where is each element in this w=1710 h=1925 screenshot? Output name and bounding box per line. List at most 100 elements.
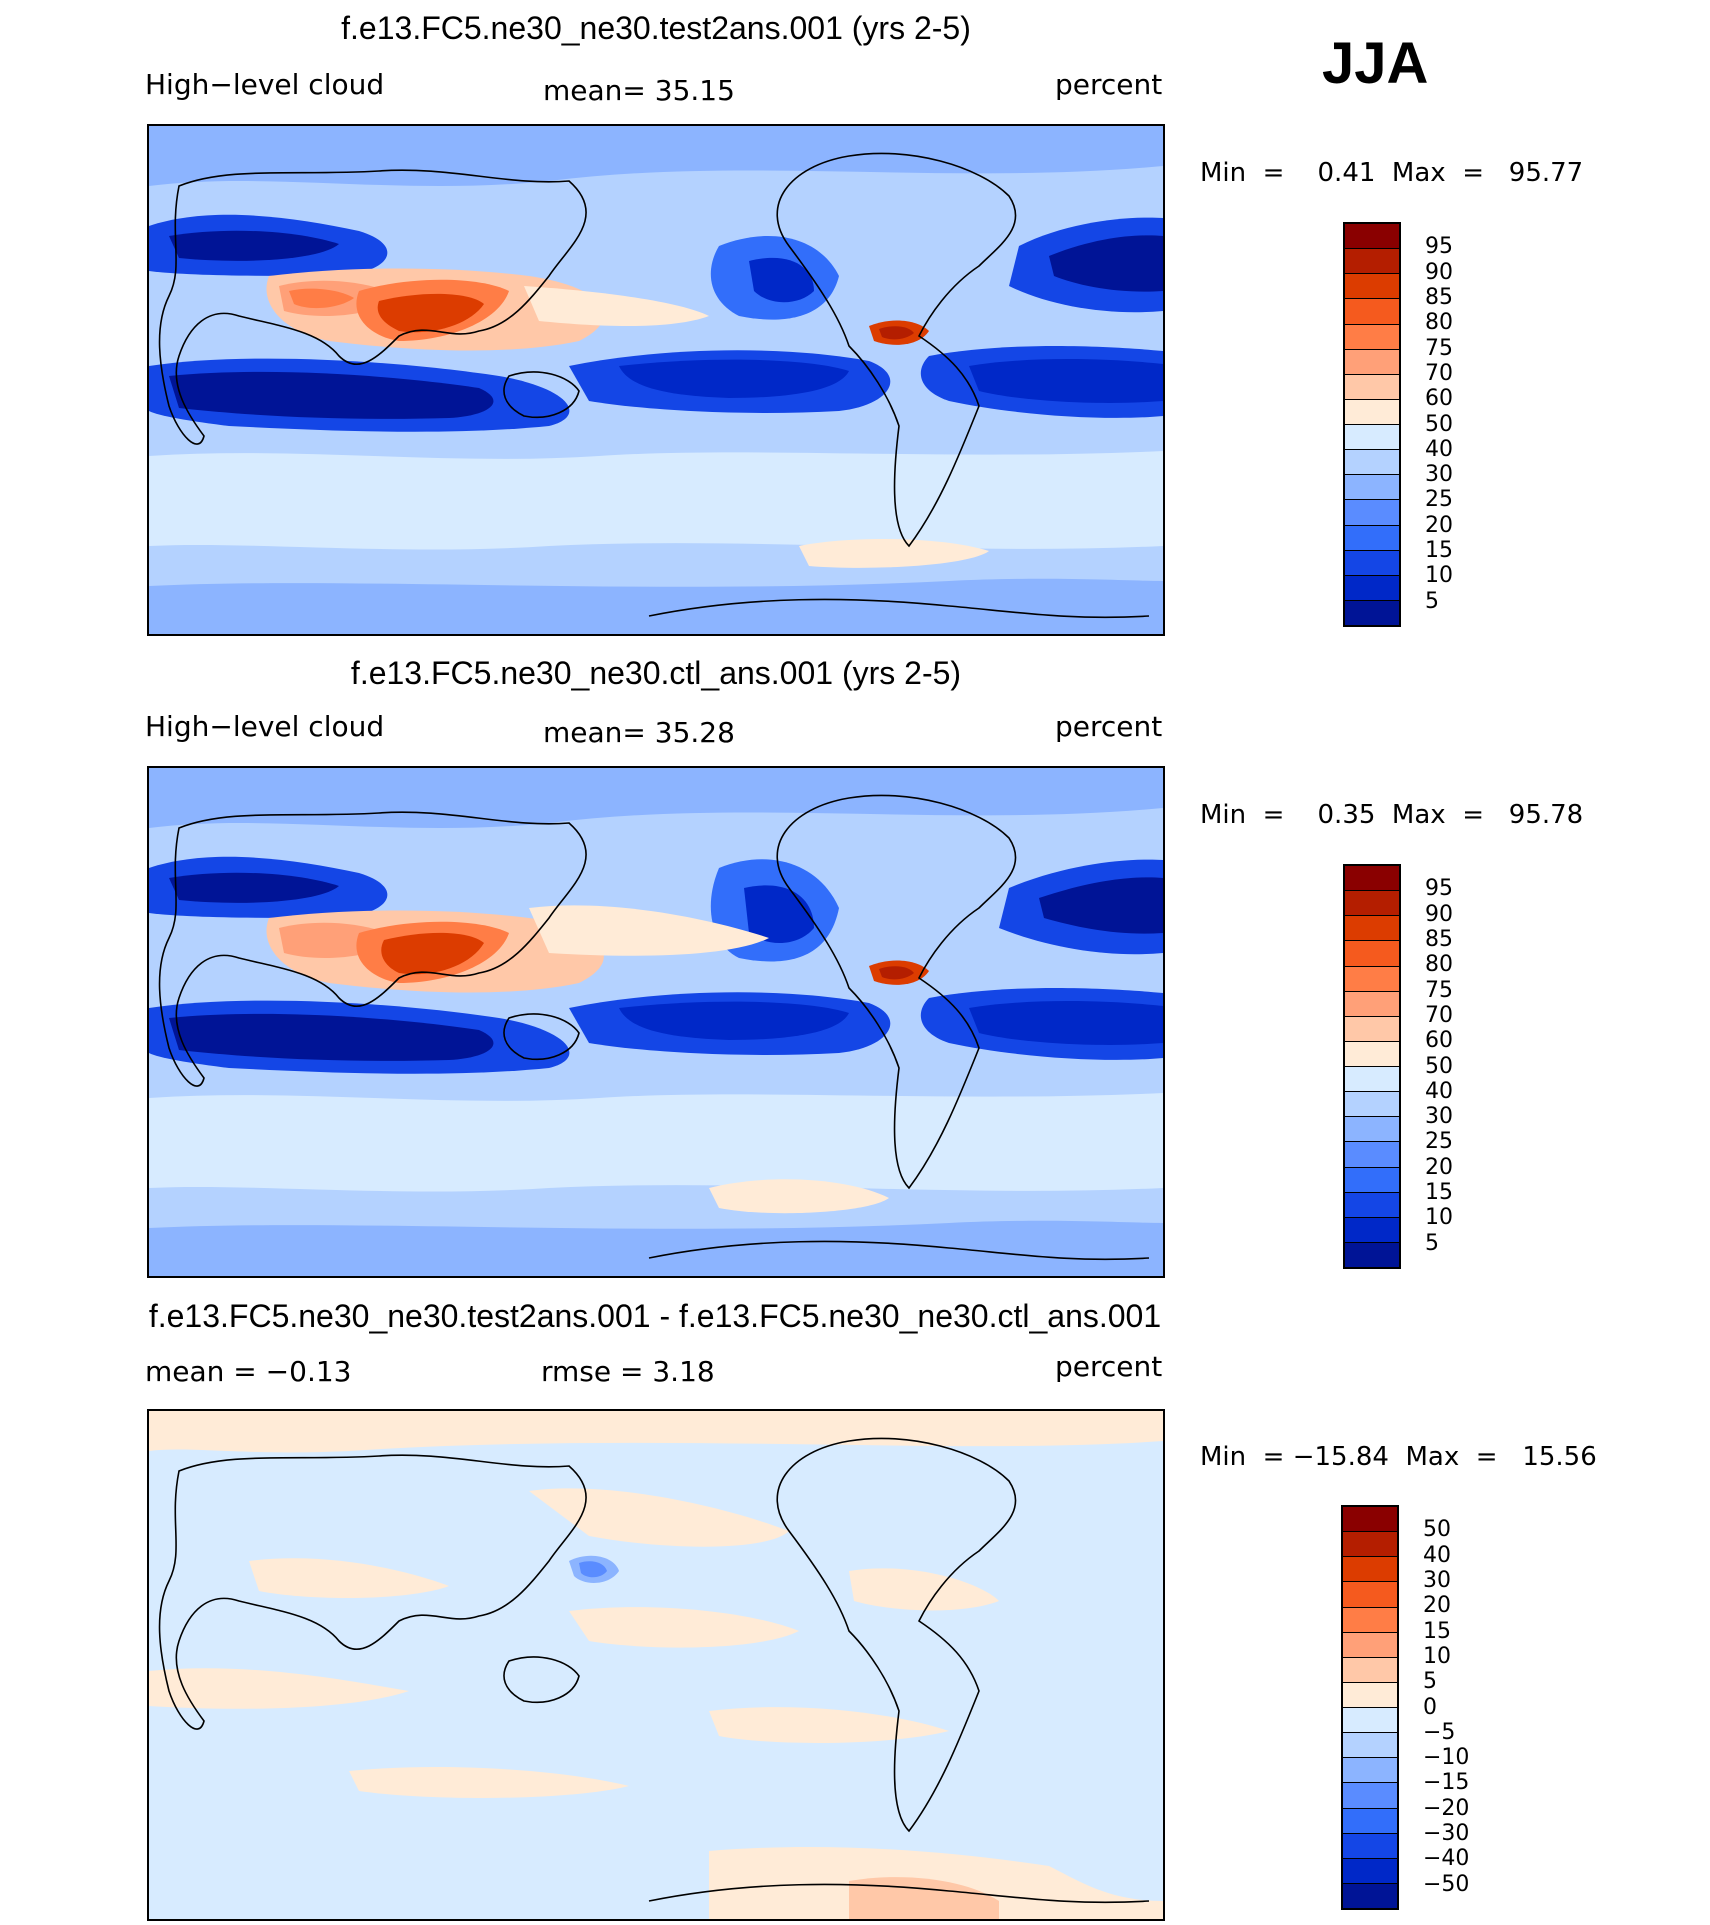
panel-2-colorbar-tick-label: 80 — [1425, 952, 1453, 978]
panel-3-colorbar-tick-label: 10 — [1423, 1643, 1451, 1669]
panel-1-colorbar-swatch — [1345, 450, 1399, 476]
panel-2-colorbar-swatch — [1345, 1117, 1399, 1143]
panel-1-colorbar-swatch — [1345, 500, 1399, 526]
panel-2-colorbar-swatch — [1345, 1242, 1399, 1267]
panel-2-colorbar-swatch — [1345, 1167, 1399, 1193]
panel-1-mean-label: mean= 35.15 — [543, 74, 735, 107]
panel-2-colorbar-swatch — [1345, 891, 1399, 917]
panel-3-colorbar-swatch — [1343, 1582, 1397, 1608]
panel-2-colorbar-tick-label: 60 — [1425, 1028, 1453, 1054]
panel-3-colorbar-tick-label: 20 — [1423, 1593, 1451, 1619]
panel-3-colorbar-tick-label: −10 — [1423, 1745, 1470, 1771]
panel-2-colorbar-tick-label: 85 — [1425, 926, 1453, 952]
panel-3-colorbar-swatch — [1343, 1708, 1397, 1734]
panel-3-colorbar-tick-label: 0 — [1423, 1694, 1437, 1720]
panel-1-colorbar-tick-label: 75 — [1425, 335, 1453, 361]
panel-2-colorbar-swatch — [1345, 1142, 1399, 1168]
panel-2-mean-label: mean= 35.28 — [543, 716, 735, 749]
panel-3-contour-field — [149, 1411, 1163, 1919]
panel-1-colorbar-swatch — [1345, 224, 1399, 250]
panel-3-map — [147, 1409, 1165, 1921]
panel-1-colorbar — [1343, 222, 1401, 627]
panel-3-colorbar-swatch — [1343, 1833, 1397, 1859]
panel-2-colorbar-swatch — [1345, 1217, 1399, 1243]
panel-1-variable-label: High−level cloud — [145, 68, 385, 101]
season-label: JJA — [1322, 31, 1429, 96]
panel-2-colorbar-tick-label: 25 — [1425, 1129, 1453, 1155]
panel-1-colorbar-swatch — [1345, 374, 1399, 400]
panel-3-colorbar-swatch — [1343, 1808, 1397, 1834]
panel-2-colorbar-swatch — [1345, 1192, 1399, 1218]
panel-3-colorbar-swatch — [1343, 1858, 1397, 1884]
panel-2-units-label: percent — [1055, 710, 1163, 743]
panel-1-colorbar-swatch — [1345, 349, 1399, 375]
panel-1-colorbar-swatch — [1345, 550, 1399, 576]
panel-3-colorbar-tick-label: −40 — [1423, 1846, 1470, 1872]
panel-3-colorbar-swatch — [1343, 1883, 1397, 1908]
panel-3-colorbar-swatch — [1343, 1507, 1397, 1533]
panel-2-colorbar-swatch — [1345, 1041, 1399, 1067]
panel-1-colorbar-tick-label: 70 — [1425, 360, 1453, 386]
panel-2-colorbar-tick-label: 10 — [1425, 1205, 1453, 1231]
panel-2-colorbar-tick-label: 5 — [1425, 1230, 1439, 1256]
panel-2-colorbar-swatch — [1345, 966, 1399, 992]
panel-2-colorbar-tick-label: 70 — [1425, 1002, 1453, 1028]
panel-1-colorbar-swatch — [1345, 575, 1399, 601]
panel-2-colorbar-swatch — [1345, 916, 1399, 942]
panel-1-colorbar-swatch — [1345, 425, 1399, 451]
panel-1-colorbar-swatch — [1345, 525, 1399, 551]
panel-2-contour-field — [149, 768, 1163, 1276]
panel-3-rmse-label: rmse = 3.18 — [541, 1355, 715, 1388]
panel-2-title: f.e13.FC5.ne30_ne30.ctl_ans.001 (yrs 2-5… — [350, 655, 962, 691]
panel-1-colorbar-tick-label: 85 — [1425, 284, 1453, 310]
panel-1-colorbar-swatch — [1345, 299, 1399, 325]
panel-1-colorbar-swatch — [1345, 475, 1399, 501]
panel-1-colorbar-tick-label: 5 — [1425, 588, 1439, 614]
panel-3-colorbar-swatch — [1343, 1657, 1397, 1683]
panel-2-colorbar-swatch — [1345, 941, 1399, 967]
panel-2-colorbar-tick-label: 20 — [1425, 1154, 1453, 1180]
panel-3-colorbar-tick-label: 40 — [1423, 1542, 1451, 1568]
panel-3-colorbar-swatch — [1343, 1557, 1397, 1583]
panel-1-colorbar-tick-label: 80 — [1425, 310, 1453, 336]
panel-3-colorbar-tick-label: −30 — [1423, 1821, 1470, 1847]
panel-3-colorbar-swatch — [1343, 1733, 1397, 1759]
panel-1-colorbar-tick-label: 90 — [1425, 259, 1453, 285]
panel-2-min-max: Min = 0.35 Max = 95.78 — [1200, 800, 1584, 830]
panel-3-title: f.e13.FC5.ne30_ne30.test2ans.001 - f.e13… — [148, 1298, 1162, 1334]
panel-2-colorbar-swatch — [1345, 991, 1399, 1017]
panel-2-colorbar-swatch — [1345, 866, 1399, 892]
panel-2-colorbar-tick-label: 30 — [1425, 1104, 1453, 1130]
panel-1-colorbar-tick-label: 10 — [1425, 563, 1453, 589]
panel-2-colorbar-tick-label: 75 — [1425, 977, 1453, 1003]
panel-2-map — [147, 766, 1165, 1278]
panel-1-colorbar-tick-label: 15 — [1425, 538, 1453, 564]
panel-3-colorbar-swatch — [1343, 1607, 1397, 1633]
panel-1-colorbar-tick-label: 50 — [1425, 411, 1453, 437]
panel-1-map — [147, 124, 1165, 636]
panel-2-colorbar-swatch — [1345, 1016, 1399, 1042]
panel-1-colorbar-labels: 95 90 85 80 75 70 60 50 40 30 25 20 15 10 5 — [1425, 222, 1485, 627]
panel-3-colorbar-swatch — [1343, 1758, 1397, 1784]
panel-2-colorbar-tick-label: 90 — [1425, 901, 1453, 927]
panel-2-colorbar-tick-label: 40 — [1425, 1078, 1453, 1104]
panel-1-colorbar-swatch — [1345, 399, 1399, 425]
panel-1-colorbar-tick-label: 40 — [1425, 436, 1453, 462]
panel-3-colorbar-swatch — [1343, 1632, 1397, 1658]
panel-2-colorbar-tick-label: 95 — [1425, 876, 1453, 902]
panel-1-colorbar-swatch — [1345, 324, 1399, 350]
panel-3-colorbar-swatch — [1343, 1783, 1397, 1809]
panel-2-colorbar-swatch — [1345, 1092, 1399, 1118]
panel-3-colorbar-tick-label: 5 — [1423, 1669, 1437, 1695]
panel-3-colorbar-tick-label: −15 — [1423, 1770, 1470, 1796]
panel-3-colorbar-swatch — [1343, 1682, 1397, 1708]
panel-1-colorbar-tick-label: 25 — [1425, 487, 1453, 513]
panel-3-mean-label: mean = −0.13 — [145, 1355, 352, 1388]
panel-3-colorbar-swatch — [1343, 1532, 1397, 1558]
panel-3-min-max: Min = −15.84 Max = 15.56 — [1200, 1442, 1597, 1472]
panel-3-units-label: percent — [1055, 1350, 1163, 1383]
panel-3-colorbar-tick-label: −20 — [1423, 1795, 1470, 1821]
panel-3-colorbar-labels: 50 40 30 20 15 10 5 0 −5 −10 −15 −20 −30 −40 −50 — [1423, 1505, 1493, 1910]
panel-1-colorbar-tick-label: 60 — [1425, 386, 1453, 412]
panel-3-colorbar-tick-label: 30 — [1423, 1567, 1451, 1593]
